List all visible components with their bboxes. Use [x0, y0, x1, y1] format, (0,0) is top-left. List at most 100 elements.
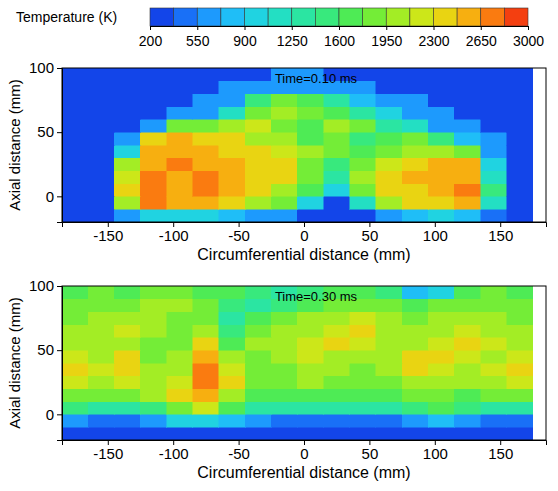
heatmap-cell	[454, 337, 480, 350]
heatmap-cell	[507, 81, 533, 94]
heatmap-cell	[271, 376, 297, 389]
y-axis-line	[57, 69, 63, 223]
heatmap-cell	[245, 427, 271, 440]
heatmap-cell	[219, 171, 245, 184]
heatmap-cell	[402, 325, 428, 338]
heatmap-cell	[297, 337, 323, 350]
x-tick-label: -100	[159, 445, 189, 462]
heatmap-cell	[114, 132, 140, 145]
heatmap-cell	[140, 132, 166, 145]
heatmap-cell	[193, 171, 219, 184]
heatmap-cell	[140, 299, 166, 312]
heatmap-cell	[219, 184, 245, 197]
heatmap-cell	[402, 312, 428, 325]
heatmap-cell	[376, 209, 402, 222]
heatmap-cell	[245, 286, 271, 299]
heatmap-cell	[454, 81, 480, 94]
panel: -150-100-50050100150050100Circumferentia…	[6, 277, 547, 481]
heatmap-cell	[402, 196, 428, 209]
heatmap-cell	[271, 158, 297, 171]
heatmap-cell	[402, 132, 428, 145]
y-tick-mark	[57, 196, 62, 197]
colorbar-level	[292, 8, 316, 26]
heatmap-cell	[428, 363, 454, 376]
plot-frame	[62, 286, 546, 440]
heatmap-cell	[376, 337, 402, 350]
heatmap-cell	[140, 376, 166, 389]
heatmap-cell	[167, 171, 193, 184]
heatmap-cell	[245, 325, 271, 338]
heatmap-cell	[140, 286, 166, 299]
y-axis-line	[57, 287, 63, 441]
heatmap-cell	[271, 196, 297, 209]
heatmap-cell	[428, 376, 454, 389]
heatmap-cell	[324, 158, 350, 171]
heatmap-cell	[193, 81, 219, 94]
heatmap-cell	[297, 402, 323, 415]
heatmap-cell	[350, 312, 376, 325]
heatmap-cell	[140, 414, 166, 427]
heatmap-cell	[324, 363, 350, 376]
heatmap-cell	[428, 389, 454, 402]
heatmap-cell	[167, 299, 193, 312]
heatmap-cell	[245, 312, 271, 325]
heatmap-cell	[376, 171, 402, 184]
heatmap-cell	[324, 325, 350, 338]
heatmap-cell	[481, 414, 507, 427]
heatmap-cell	[167, 312, 193, 325]
heatmap-cell	[350, 196, 376, 209]
x-axis-title: Circumferential distance (mm)	[197, 246, 410, 263]
heatmap-cell	[507, 325, 533, 338]
heatmap-cell	[114, 402, 140, 415]
heatmap-cell	[219, 414, 245, 427]
heatmap-cell	[271, 312, 297, 325]
y-axis-title: Axial distance (mm)	[6, 297, 23, 429]
heatmap-cell	[219, 107, 245, 120]
heatmap-cell	[481, 94, 507, 107]
x-tick: 100	[423, 222, 448, 244]
heatmap-cell	[219, 209, 245, 222]
heatmap-cell	[297, 184, 323, 197]
heatmap-cell	[402, 414, 428, 427]
y-tick-label: 0	[46, 188, 54, 205]
heatmap-cell	[324, 389, 350, 402]
heatmap-cell	[88, 402, 114, 415]
heatmap-cell	[88, 427, 114, 440]
heatmap-cell	[219, 81, 245, 94]
heatmap-cell	[193, 350, 219, 363]
x-tick: 150	[488, 440, 513, 462]
x-tick: -100	[159, 222, 189, 244]
heatmap-cell	[88, 158, 114, 171]
x-tick-label: -150	[93, 227, 123, 244]
x-tick-label: 0	[300, 227, 308, 244]
x-tick: 0	[300, 440, 308, 462]
heatmap-cell	[62, 171, 88, 184]
heatmap-cell	[167, 94, 193, 107]
heatmap-cell	[428, 196, 454, 209]
y-tick-mark	[57, 414, 62, 415]
heatmap-cell	[114, 209, 140, 222]
annotation: Time=0.10 ms	[275, 71, 358, 86]
heatmap-cell	[114, 299, 140, 312]
heatmap-cell	[507, 286, 533, 299]
heatmap-cell	[350, 376, 376, 389]
heatmap-cell	[507, 171, 533, 184]
x-tick-label: 150	[488, 227, 513, 244]
heatmap-cell	[219, 68, 245, 81]
heatmap-cell	[350, 132, 376, 145]
heatmap-cell	[140, 402, 166, 415]
heatmap-cell	[62, 209, 88, 222]
heatmap-cell	[193, 184, 219, 197]
colorbar-level	[150, 8, 174, 26]
heatmap-cell	[271, 325, 297, 338]
heatmap-cell	[88, 209, 114, 222]
heatmap-cell	[350, 107, 376, 120]
heatmap-cell	[481, 427, 507, 440]
heatmap-cell	[428, 337, 454, 350]
heatmap-cell	[114, 350, 140, 363]
x-tick-label: -150	[93, 445, 123, 462]
colorbar-tick: 900	[233, 26, 257, 49]
heatmap-cell	[140, 350, 166, 363]
heatmap-cell	[402, 68, 428, 81]
heatmap-cell	[481, 363, 507, 376]
